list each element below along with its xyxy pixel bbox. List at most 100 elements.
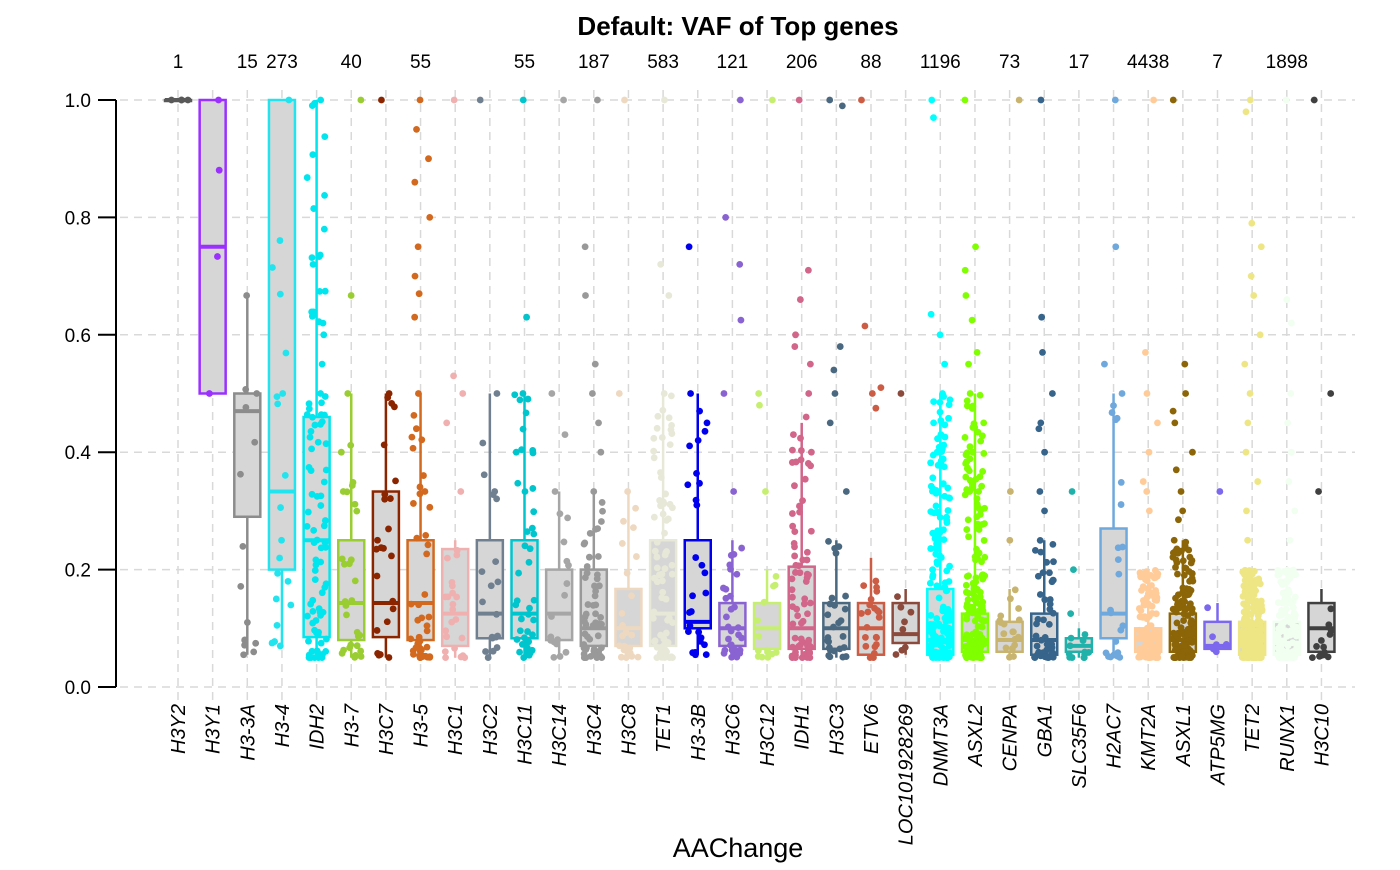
data-point — [897, 390, 905, 397]
data-point — [720, 390, 728, 397]
data-point — [453, 551, 461, 559]
data-point — [1041, 448, 1049, 456]
data-point — [969, 640, 977, 648]
data-point — [653, 643, 661, 651]
data-point — [521, 634, 528, 642]
data-point — [273, 393, 281, 401]
data-point — [282, 349, 290, 357]
data-point — [1255, 575, 1263, 583]
data-point — [284, 577, 292, 585]
x-tick-label: IDH1 — [792, 704, 814, 750]
data-point — [661, 96, 668, 104]
data-point — [339, 488, 347, 495]
data-point — [584, 601, 592, 608]
box-h2ac7 — [1099, 96, 1128, 661]
data-point — [1107, 609, 1115, 617]
data-point — [1172, 630, 1180, 638]
data-point — [927, 508, 935, 516]
box-h3c1 — [440, 96, 470, 661]
data-point — [907, 608, 915, 616]
data-point — [623, 569, 631, 577]
data-point — [795, 642, 803, 650]
data-point — [1275, 599, 1282, 606]
data-point — [243, 292, 251, 299]
data-point — [343, 611, 350, 619]
data-point — [1289, 597, 1297, 605]
data-point — [796, 502, 803, 510]
box-h3c2 — [475, 96, 505, 661]
data-point — [839, 653, 847, 661]
data-point — [479, 598, 486, 606]
x-tick-label: ATP5MG — [1208, 704, 1230, 786]
data-point — [453, 593, 461, 601]
data-point — [422, 652, 430, 660]
data-point — [1148, 582, 1155, 589]
data-point — [791, 528, 799, 536]
data-point — [977, 437, 985, 445]
data-point — [451, 644, 458, 652]
data-point — [516, 396, 524, 404]
data-point — [762, 488, 769, 495]
data-point — [1310, 96, 1318, 104]
data-point — [615, 642, 623, 650]
data-point — [1039, 569, 1047, 577]
data-point — [619, 632, 626, 640]
data-point — [969, 448, 977, 456]
x-tick-label: H3-3B — [688, 704, 710, 761]
data-point — [806, 649, 814, 657]
data-point — [961, 96, 969, 104]
data-point — [804, 266, 812, 274]
data-point — [353, 507, 361, 515]
data-point — [591, 582, 598, 590]
data-point — [1246, 96, 1254, 104]
data-point — [1177, 624, 1185, 631]
data-point — [1180, 571, 1188, 579]
data-point — [410, 411, 418, 419]
data-point — [1244, 596, 1252, 603]
data-point — [493, 610, 500, 618]
data-point — [1142, 600, 1150, 608]
data-point — [942, 514, 950, 522]
data-point — [973, 495, 981, 503]
data-point — [789, 620, 797, 628]
box-etv6 — [856, 96, 886, 662]
data-point — [308, 312, 316, 320]
data-point — [281, 471, 289, 479]
data-point — [351, 500, 359, 508]
data-point — [459, 390, 467, 397]
data-point — [932, 544, 940, 552]
x-tick-label: H3C7 — [376, 703, 398, 755]
data-point — [824, 611, 832, 619]
data-point — [934, 527, 942, 535]
data-point — [976, 511, 984, 518]
data-point — [583, 633, 591, 641]
data-point — [795, 96, 803, 104]
data-point — [523, 644, 531, 652]
data-point — [626, 649, 634, 657]
data-point — [702, 589, 710, 597]
data-point — [686, 622, 694, 630]
data-point — [1136, 570, 1144, 578]
data-point — [935, 620, 943, 628]
x-tick-label: RUNX1 — [1277, 704, 1299, 772]
data-point — [980, 537, 988, 544]
data-point — [1177, 488, 1185, 495]
data-point — [738, 544, 746, 552]
data-point — [791, 552, 799, 560]
data-point — [1154, 419, 1161, 427]
data-point — [1138, 586, 1145, 594]
box-h3c3 — [822, 96, 851, 661]
data-point — [792, 648, 799, 656]
data-point — [1068, 488, 1076, 495]
x-tick-label: SLC35F6 — [1069, 703, 1091, 788]
data-point — [1041, 507, 1048, 515]
data-point — [828, 594, 836, 602]
data-point — [695, 628, 703, 636]
data-point — [941, 623, 949, 631]
data-point — [357, 653, 365, 660]
data-point — [1179, 589, 1187, 596]
data-point — [1037, 636, 1045, 644]
data-point — [1180, 617, 1187, 624]
